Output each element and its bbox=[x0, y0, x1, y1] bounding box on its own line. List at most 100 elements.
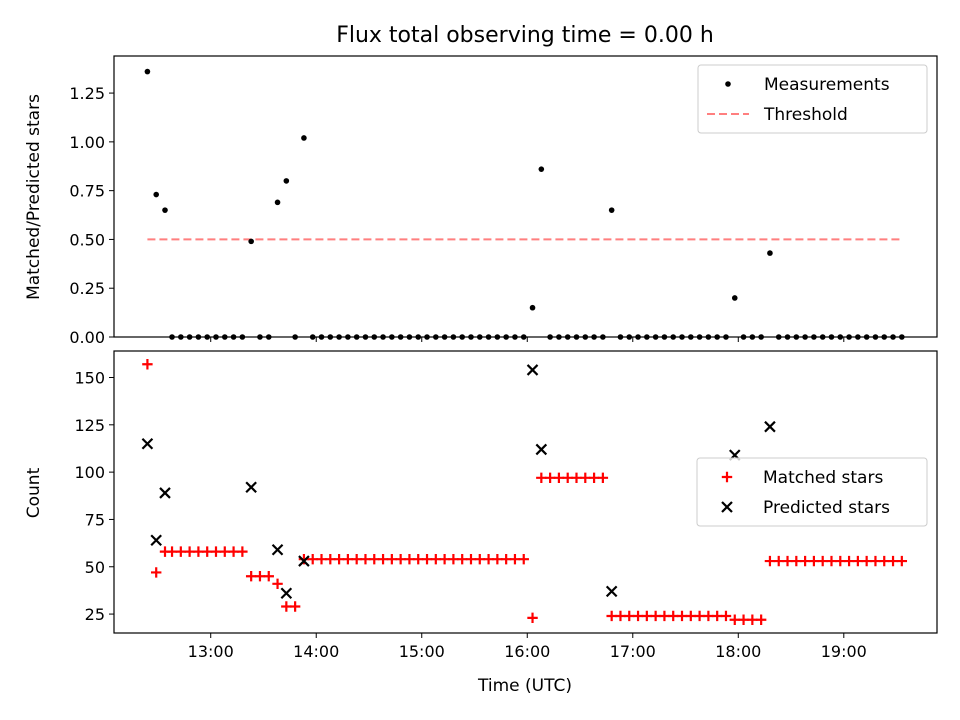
matched-star-point bbox=[773, 555, 784, 567]
matched-star-point bbox=[641, 610, 653, 622]
predicted-star-point bbox=[141, 437, 154, 450]
measurement-point bbox=[837, 334, 844, 340]
matched-star-point bbox=[245, 571, 257, 582]
matched-star-point bbox=[606, 610, 617, 622]
matched-star-point bbox=[544, 472, 556, 484]
matched-star-point bbox=[553, 472, 565, 484]
matched-star-point bbox=[738, 614, 749, 625]
measurement-point bbox=[230, 334, 237, 340]
predicted-star-point bbox=[526, 364, 539, 376]
matched-star-point bbox=[650, 610, 661, 622]
matched-star-point bbox=[782, 555, 793, 567]
predicted-star-point bbox=[298, 555, 310, 567]
matched-star-point bbox=[307, 553, 318, 565]
bottom-y-tick-label: 100 bbox=[74, 463, 105, 482]
matched-star-point bbox=[852, 555, 864, 567]
matched-star-point bbox=[175, 546, 187, 557]
matched-star-point bbox=[413, 553, 424, 565]
measurement-point bbox=[696, 334, 703, 340]
predicted-star-point bbox=[535, 443, 548, 456]
measurement-point bbox=[758, 334, 764, 340]
matched-star-point bbox=[151, 567, 162, 578]
matched-star-point bbox=[377, 553, 389, 565]
measurement-point bbox=[178, 334, 184, 340]
measurement-point bbox=[221, 334, 228, 340]
matched-star-point bbox=[562, 472, 573, 484]
matched-star-point bbox=[518, 553, 529, 565]
measurement-point bbox=[819, 334, 826, 340]
x-tick-label: 17:00 bbox=[610, 642, 656, 661]
matched-star-point bbox=[439, 553, 450, 565]
legend-matched-marker bbox=[721, 471, 733, 483]
matched-star-point bbox=[474, 553, 485, 565]
bottom-y-tick-label: 25 bbox=[85, 605, 105, 624]
measurement-point bbox=[476, 334, 483, 340]
matched-star-point bbox=[166, 546, 178, 557]
measurement-point bbox=[740, 334, 747, 340]
matched-star-point bbox=[870, 555, 881, 567]
measurement-point bbox=[802, 334, 808, 340]
matched-star-point bbox=[404, 553, 415, 565]
measurement-point bbox=[239, 334, 246, 340]
measurement-point bbox=[213, 334, 219, 340]
measurement-point bbox=[705, 334, 712, 340]
measurement-point bbox=[723, 334, 729, 340]
measurement-point bbox=[362, 334, 369, 340]
measurement-point bbox=[371, 334, 378, 340]
matched-star-point bbox=[228, 546, 239, 557]
measurement-point bbox=[459, 334, 465, 340]
measurement-point bbox=[397, 334, 404, 340]
matched-star-point bbox=[193, 546, 204, 557]
matched-star-point bbox=[430, 553, 442, 565]
measurement-point bbox=[652, 334, 659, 340]
matched-star-point bbox=[237, 546, 248, 557]
predicted-star-point bbox=[150, 534, 162, 547]
measurement-point bbox=[153, 191, 160, 198]
measurement-point bbox=[538, 166, 545, 172]
measurement-point bbox=[406, 334, 413, 340]
measurement-point bbox=[494, 334, 501, 340]
top-y-tick-label: 0.50 bbox=[69, 230, 105, 249]
measurement-point bbox=[564, 334, 571, 340]
matched-star-point bbox=[799, 555, 811, 567]
bottom-legend-box bbox=[696, 457, 928, 527]
matched-star-point bbox=[456, 553, 468, 565]
top-plot-area: 0.00 0.25 0.50 0.75 1.00 1.25 Measurements Thre… bbox=[69, 55, 938, 347]
measurement-point bbox=[644, 334, 650, 340]
measurement-point bbox=[872, 334, 879, 340]
measurement-point bbox=[204, 334, 211, 340]
measurement-point bbox=[433, 334, 439, 340]
measurement-point bbox=[714, 334, 720, 340]
matched-star-point bbox=[597, 472, 609, 484]
measurement-point bbox=[468, 334, 474, 340]
matched-star-point bbox=[676, 610, 688, 622]
matched-star-point bbox=[808, 555, 820, 567]
predicted-star-point bbox=[605, 585, 618, 598]
legend-label: Measurements bbox=[764, 75, 890, 95]
bottom-y-tick-label: 75 bbox=[85, 510, 105, 529]
matched-star-point bbox=[333, 553, 345, 565]
measurement-point bbox=[749, 334, 756, 340]
measurement-point bbox=[485, 334, 492, 340]
matched-star-point bbox=[509, 553, 521, 565]
top-y-tick-label: 0.25 bbox=[69, 279, 105, 298]
matched-star-point bbox=[142, 359, 153, 370]
measurement-point bbox=[345, 334, 351, 340]
matched-star-point bbox=[448, 553, 459, 565]
matched-star-point bbox=[711, 610, 723, 622]
matched-star-point bbox=[219, 546, 230, 557]
top-y-axis-label: Matched/Predicted stars bbox=[24, 94, 44, 300]
measurement-point bbox=[688, 334, 694, 340]
legend-predicted-marker bbox=[721, 501, 733, 513]
measurement-point bbox=[617, 334, 624, 340]
matched-star-point bbox=[703, 610, 714, 622]
matched-star-point bbox=[369, 553, 380, 565]
measurement-point bbox=[186, 334, 193, 340]
top-y-tick-label: 1.00 bbox=[69, 133, 105, 152]
x-tick-label: 16:00 bbox=[504, 642, 550, 661]
measurement-point bbox=[855, 334, 861, 340]
measurement-point bbox=[635, 334, 641, 340]
measurement-point bbox=[591, 334, 597, 340]
predicted-star-point bbox=[245, 481, 257, 494]
